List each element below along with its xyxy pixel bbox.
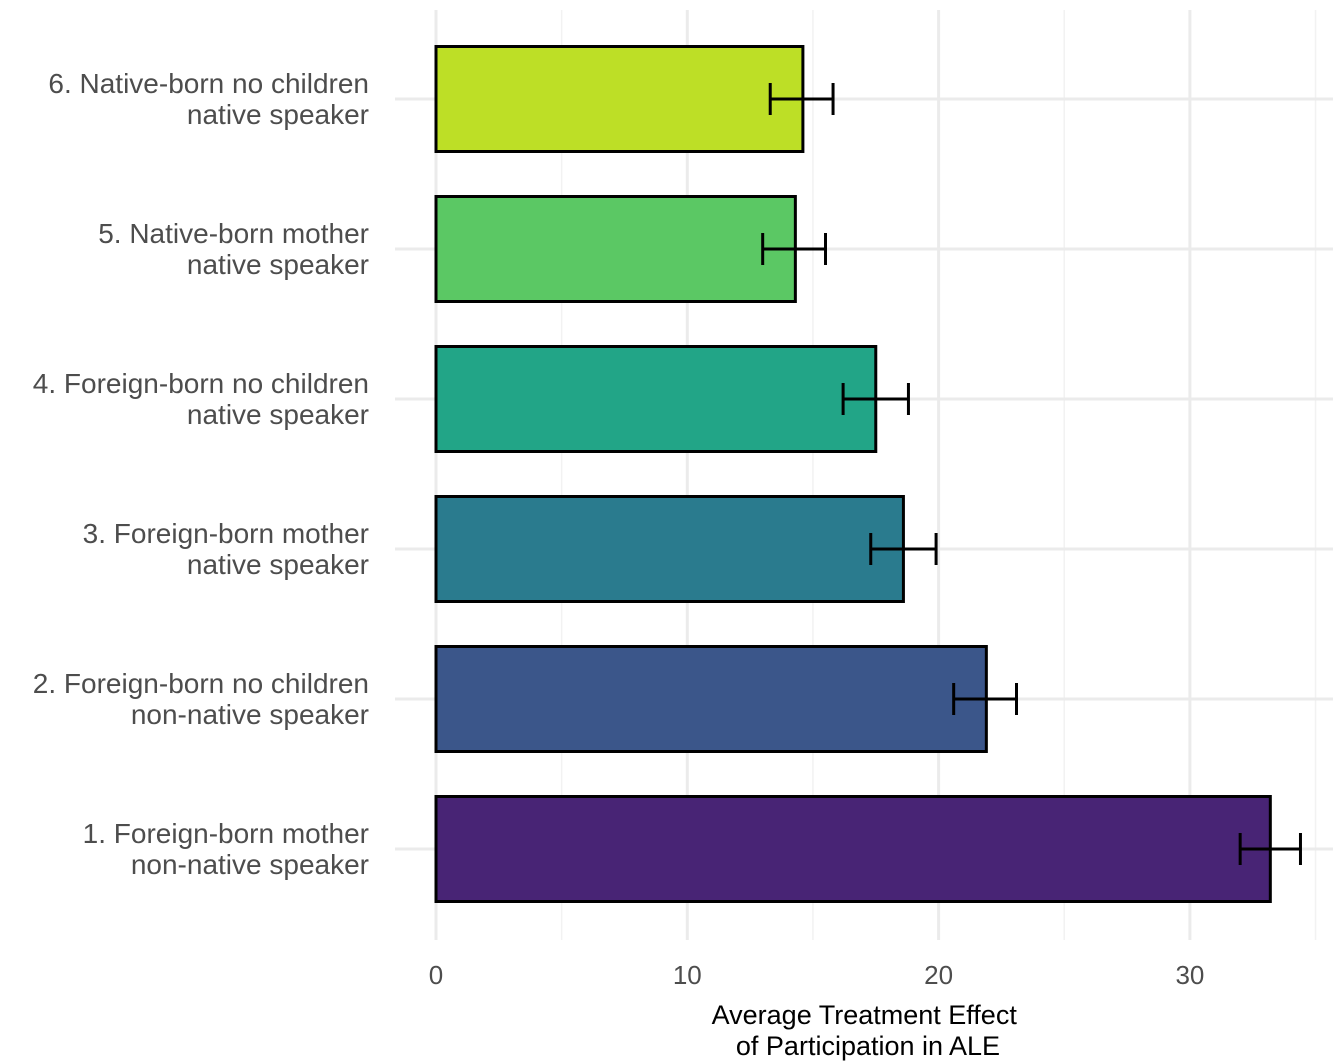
- category-label-2: 2. Foreign-born no children non-native sp…: [33, 668, 369, 730]
- error-bar-5: [761, 233, 828, 265]
- x-tick-label: 0: [429, 960, 443, 990]
- category-label-4: 4. Foreign-born no children native speake…: [33, 368, 369, 430]
- bars: [434, 45, 1272, 903]
- x-axis-title-line-1: Average Treatment Effect: [712, 1000, 1018, 1030]
- category-label-5: 5. Native-born mother native speaker: [98, 218, 369, 280]
- error-bars: [761, 83, 1302, 865]
- x-axis-title: Average Treatment Effect of Participatio…: [712, 1000, 1025, 1061]
- bar-2: [434, 645, 988, 753]
- bar-3: [434, 495, 905, 603]
- bar-6: [434, 45, 805, 153]
- x-tick-label: 10: [673, 960, 702, 990]
- error-bar-3: [869, 533, 938, 565]
- category-label-1: 1. Foreign-born mother non-native speaker: [83, 818, 369, 880]
- bar-5: [434, 195, 797, 303]
- category-label-3: 3. Foreign-born mother native speaker: [83, 518, 369, 580]
- category-label-6: 6. Native-born no children native speaker: [48, 68, 369, 130]
- x-tick-label: 20: [924, 960, 953, 990]
- error-bar-4: [841, 383, 910, 415]
- x-tick-label: 30: [1175, 960, 1204, 990]
- bar-1: [434, 795, 1272, 903]
- category-labels: 1. Foreign-born mother non-native speaker…: [33, 68, 369, 880]
- bar-4: [434, 345, 878, 453]
- x-axis-title-line-2: of Participation in ALE: [736, 1031, 1000, 1061]
- error-bar-2: [952, 683, 1019, 715]
- error-bar-6: [768, 83, 835, 115]
- error-bar-1: [1238, 833, 1302, 865]
- x-tick-labels: 0 10 20 30: [429, 960, 1205, 990]
